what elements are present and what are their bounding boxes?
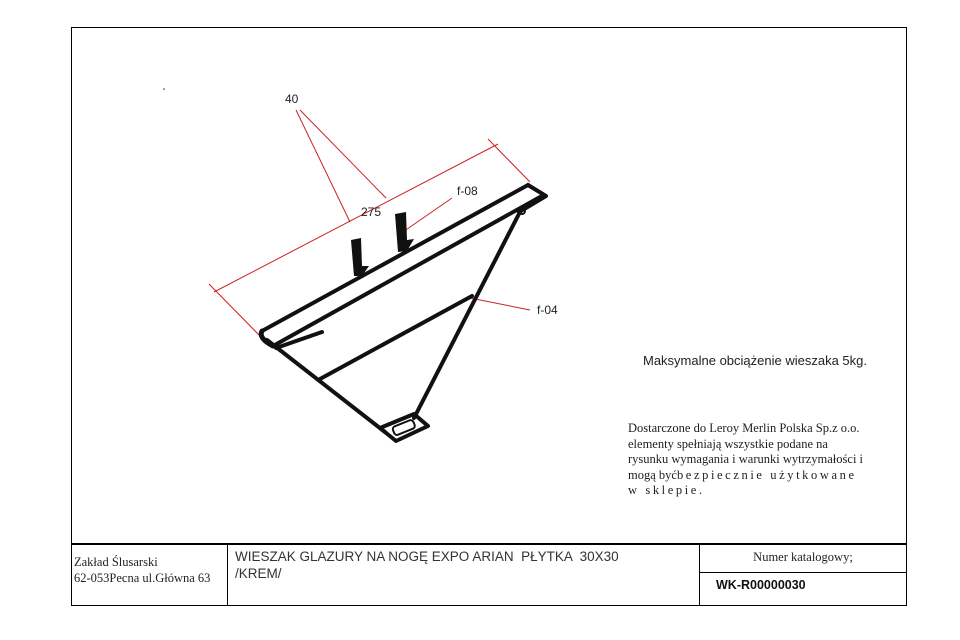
drawing-frame (71, 27, 907, 544)
peg-right (395, 212, 414, 252)
max-load-note: Maksymalne obciążenie wieszaka 5kg. (643, 353, 867, 368)
company-cell: Zakład Ślusarski 62-053Pecna ul.Główna 6… (72, 545, 228, 605)
dimension-lines (208, 109, 531, 339)
left-hook (274, 330, 324, 350)
dim-40-leader-left (295, 109, 351, 223)
supply-note-line-4-spaced: bezpiecznie użytkowane (676, 467, 857, 482)
dim-40-leader-right (299, 109, 387, 199)
supply-note-line-1: Dostarczone do Leroy Merlin Polska Sp.z … (628, 421, 860, 435)
supply-note-line-2: elementy spełniają wszystkie podane na (628, 436, 828, 451)
dim-label-40: 40 (285, 92, 299, 106)
drawing-title-line-2: /KREM/ (235, 566, 282, 581)
supply-note-line-4-prefix: mogą być (628, 467, 677, 482)
catalog-label: Numer katalogowy; (700, 545, 906, 573)
dim-275-ext-left (208, 283, 263, 339)
part-label-f08: f-08 (457, 184, 478, 198)
dim-275-line (213, 143, 499, 293)
peg-left (351, 238, 369, 276)
stray-dot (163, 88, 165, 90)
drawing-title-line-1: WIESZAK GLAZURY NA NOGĘ EXPO ARIAN PŁYTK… (235, 549, 619, 564)
dim-275-ext-right (487, 138, 531, 183)
supply-note-line-5: w sklepie. (628, 483, 705, 497)
f08-leader (399, 197, 453, 235)
foot-pad-inner (391, 419, 416, 436)
supply-note-line-3: rysunku wymagania i warunki wytrzymałośc… (628, 452, 864, 466)
company-address: 62-053Pecna ul.Główna 63 (74, 571, 211, 585)
supply-note: Dostarczone do Leroy Merlin Polska Sp.z … (628, 421, 908, 499)
top-rail-lower (271, 195, 542, 348)
lower-leg (265, 338, 387, 434)
cross-member (318, 294, 474, 381)
main-brace (412, 206, 524, 420)
part-label-f04: f-04 (537, 303, 558, 317)
f04-leader (469, 297, 531, 311)
foot-pad (378, 412, 430, 443)
drawing-title-cell: WIESZAK GLAZURY NA NOGĘ EXPO ARIAN PŁYTK… (228, 545, 700, 605)
company-name: Zakład Ślusarski (74, 555, 158, 569)
dim-label-275: 275 (361, 205, 382, 219)
catalog-number: WK-R00000030 (716, 578, 806, 592)
hanger-part (258, 183, 548, 443)
top-rail-upper (260, 183, 530, 333)
supply-note-line-4: mogą byćbezpiecznie użytkowane (628, 468, 908, 484)
title-block: Zakład Ślusarski 62-053Pecna ul.Główna 6… (71, 544, 907, 606)
pegs (351, 212, 414, 276)
